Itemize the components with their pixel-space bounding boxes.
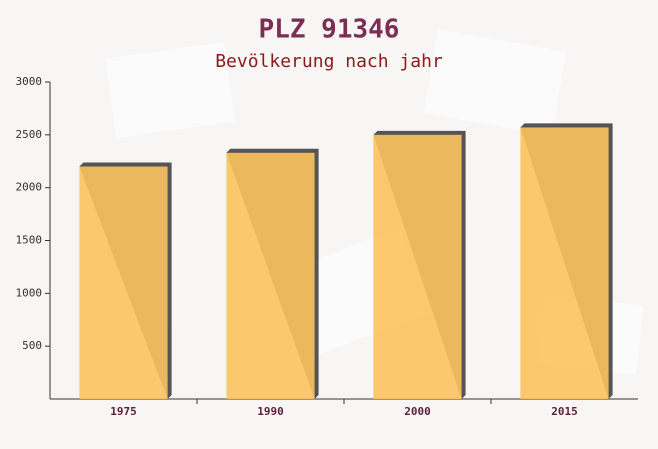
- bar: [520, 127, 609, 399]
- y-tick-label: 2500: [16, 128, 43, 141]
- y-tick-label: 500: [22, 339, 42, 352]
- y-tick-label: 2000: [16, 181, 43, 194]
- x-tick-label: 1975: [110, 405, 137, 418]
- x-tick-label: 2015: [551, 405, 578, 418]
- bar: [79, 166, 168, 399]
- chart-subtitle: Bevölkerung nach jahr: [215, 51, 443, 72]
- bar: [373, 134, 462, 400]
- y-tick-label: 1500: [16, 234, 43, 247]
- x-tick-label: 2000: [404, 405, 431, 418]
- y-tick-label: 3000: [16, 75, 43, 88]
- x-tick-label: 1990: [257, 405, 284, 418]
- chart-title: PLZ 91346: [259, 15, 400, 45]
- y-tick-label: 1000: [16, 286, 43, 299]
- bar: [226, 152, 315, 399]
